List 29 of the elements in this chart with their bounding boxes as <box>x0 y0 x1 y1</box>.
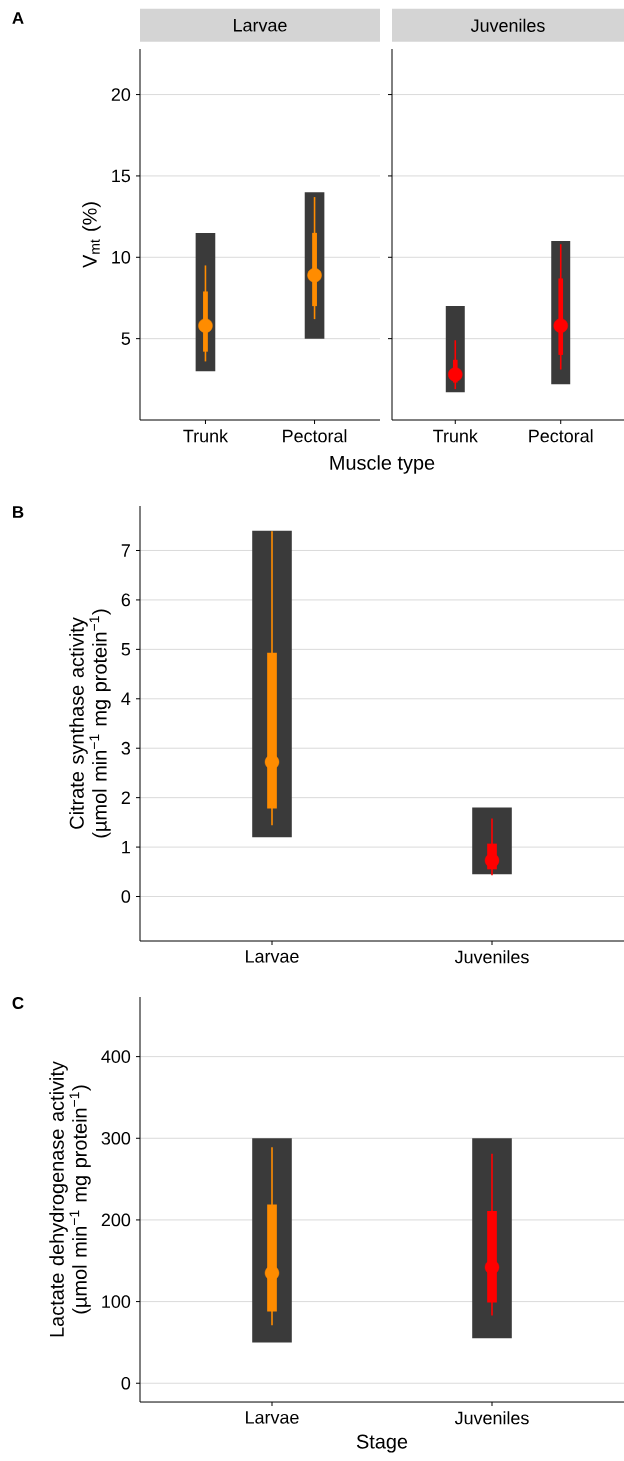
y-tick-label: 15 <box>112 169 131 183</box>
y-tick-label: 6 <box>121 593 131 607</box>
y-tick-label: 100 <box>102 1295 131 1308</box>
x-tick-label: Trunk <box>183 429 229 443</box>
y-tick-label: 7 <box>121 544 130 557</box>
y-tick-label: 0 <box>121 1376 131 1390</box>
y-tick-label: 200 <box>101 1213 131 1227</box>
y-tick-label: 5 <box>121 332 131 345</box>
y-tick-label: 1 <box>122 840 130 854</box>
y-tick-label: 2 <box>121 791 130 804</box>
x-tick-label: Trunk <box>433 429 478 443</box>
text: C <box>12 997 24 1010</box>
x-tick-label: Pectoral <box>529 429 593 443</box>
y-tick-label: 0 <box>121 890 131 903</box>
y-axis-title: V$_{mt}$ (%) <box>82 202 101 268</box>
text: A <box>12 12 24 24</box>
chart-title: Larvae <box>234 19 287 32</box>
y-tick-label: 400 <box>101 1050 131 1063</box>
y-tick-label: 3 <box>121 741 131 755</box>
y-tick-label: 5 <box>121 643 131 656</box>
y-tick-label: 300 <box>101 1131 131 1145</box>
y-tick-label: 20 <box>111 88 131 101</box>
x-tick-label: Pectoral <box>283 429 347 443</box>
y-tick-label: 4 <box>121 692 131 705</box>
y-tick-label: 10 <box>112 250 131 264</box>
x-axis-title: Stage <box>356 1434 408 1453</box>
text: B <box>13 506 24 518</box>
x-axis-title: Muscle type <box>330 455 435 474</box>
chart-title: Juveniles <box>470 18 545 32</box>
